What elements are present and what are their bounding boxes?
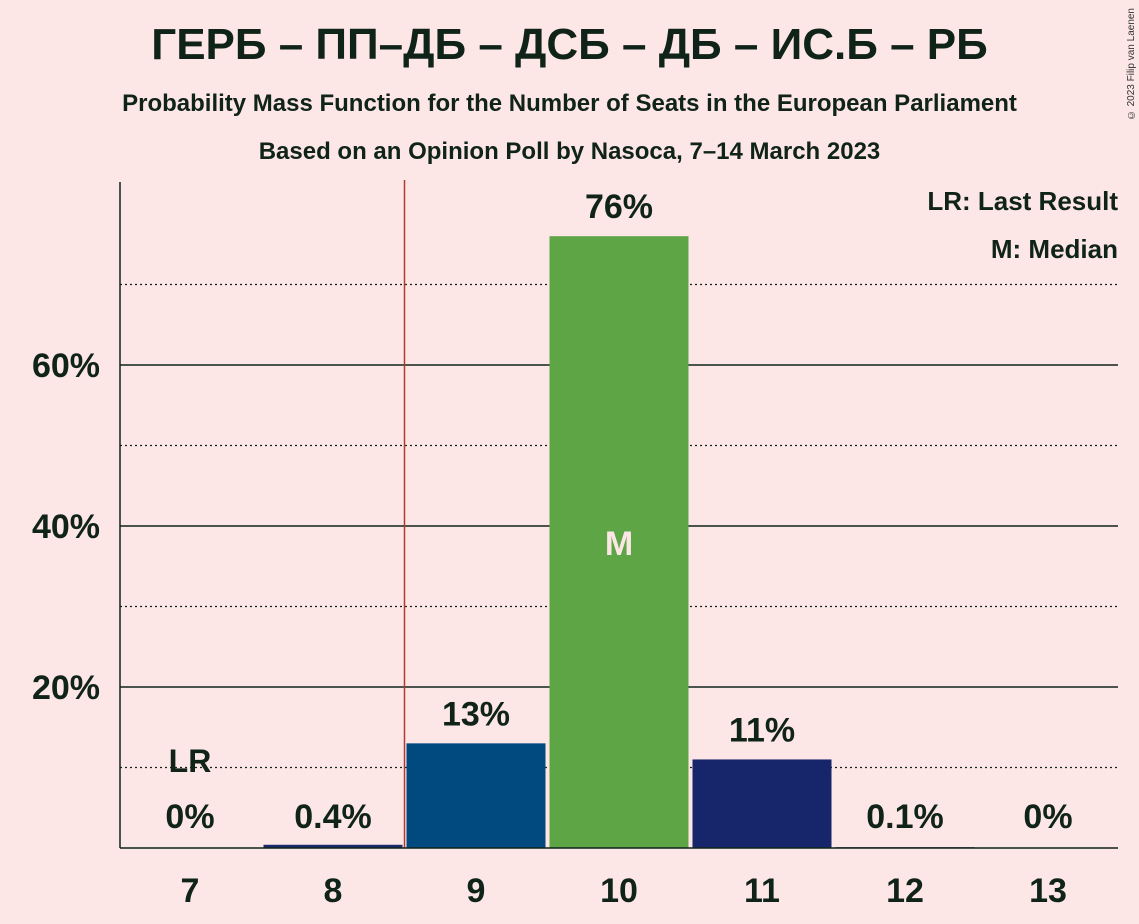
y-tick-label: 40% — [32, 508, 100, 546]
median-marker: M — [605, 525, 633, 563]
x-tick-label: 11 — [744, 872, 780, 910]
bar-seat-11 — [692, 759, 832, 848]
x-tick-label: 10 — [600, 872, 638, 910]
value-label-seat-10: 76% — [585, 188, 653, 226]
chart-title: ГЕРБ – ПП–ДБ – ДСБ – ДБ – ИС.Б – РБ — [151, 20, 988, 69]
legend-last-result: LR: Last Result — [927, 186, 1118, 216]
bar-seat-8 — [263, 844, 403, 848]
value-label-seat-11: 11% — [729, 711, 795, 749]
y-tick-label: 60% — [32, 347, 100, 385]
x-tick-label: 8 — [324, 872, 343, 910]
chart-subtitle: Probability Mass Function for the Number… — [122, 90, 1017, 117]
value-label-seat-7: 0% — [165, 798, 214, 836]
value-label-seat-8: 0.4% — [294, 798, 372, 836]
bar-seat-10 — [549, 236, 689, 848]
x-tick-label: 9 — [467, 872, 486, 910]
x-tick-label: 13 — [1029, 872, 1067, 910]
bar-seat-9 — [406, 743, 546, 848]
value-label-seat-9: 13% — [442, 695, 510, 733]
value-label-seat-12: 0.1% — [866, 798, 944, 836]
chart-source-subtitle: Based on an Opinion Poll by Nasoca, 7–14… — [258, 138, 881, 165]
value-label-seat-13: 0% — [1023, 798, 1072, 836]
legend-median: M: Median — [991, 234, 1118, 264]
y-tick-label: 20% — [32, 669, 100, 707]
x-tick-label: 12 — [886, 872, 924, 910]
x-tick-label: 7 — [181, 872, 200, 910]
last-result-marker: LR — [169, 743, 212, 779]
